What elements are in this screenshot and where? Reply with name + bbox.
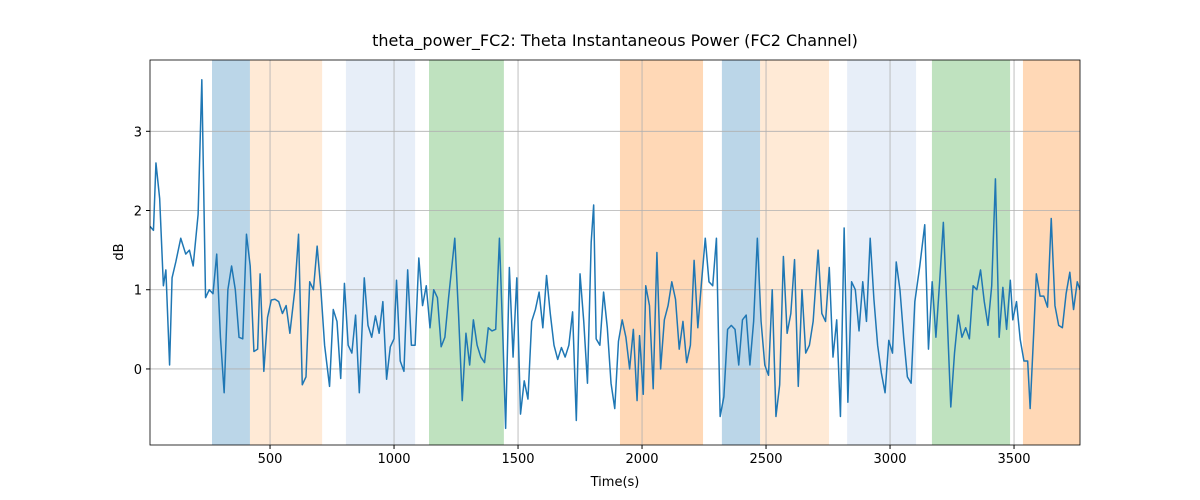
shaded-span xyxy=(1022,60,1080,445)
shaded-span xyxy=(345,60,416,445)
x-tick-label: 1000 xyxy=(377,452,410,467)
shaded-span xyxy=(721,60,761,445)
y-tick-label: 1 xyxy=(134,284,142,299)
data-line xyxy=(150,79,1080,430)
y-tick-label: 2 xyxy=(134,205,142,220)
shaded-span xyxy=(429,60,504,445)
plot-frame xyxy=(149,59,1081,446)
shaded-span xyxy=(931,60,1011,445)
x-tick-label: 500 xyxy=(258,452,283,467)
y-axis-label: dB xyxy=(112,243,127,260)
x-axis-label: Time(s) xyxy=(590,475,640,490)
y-tick-label: 0 xyxy=(134,363,142,378)
shaded-span xyxy=(619,60,704,445)
chart-title: theta_power_FC2: Theta Instantaneous Pow… xyxy=(372,31,858,51)
x-tick-label: 2500 xyxy=(749,452,782,467)
shaded-span xyxy=(249,60,323,445)
y-tick-label: 3 xyxy=(134,125,142,140)
shaded-span xyxy=(212,60,250,445)
x-tick-label: 3500 xyxy=(997,452,1030,467)
shaded-span xyxy=(847,60,917,445)
x-tick-label: 3000 xyxy=(873,452,906,467)
x-tick-label: 2000 xyxy=(625,452,658,467)
x-tick-label: 1500 xyxy=(501,452,534,467)
